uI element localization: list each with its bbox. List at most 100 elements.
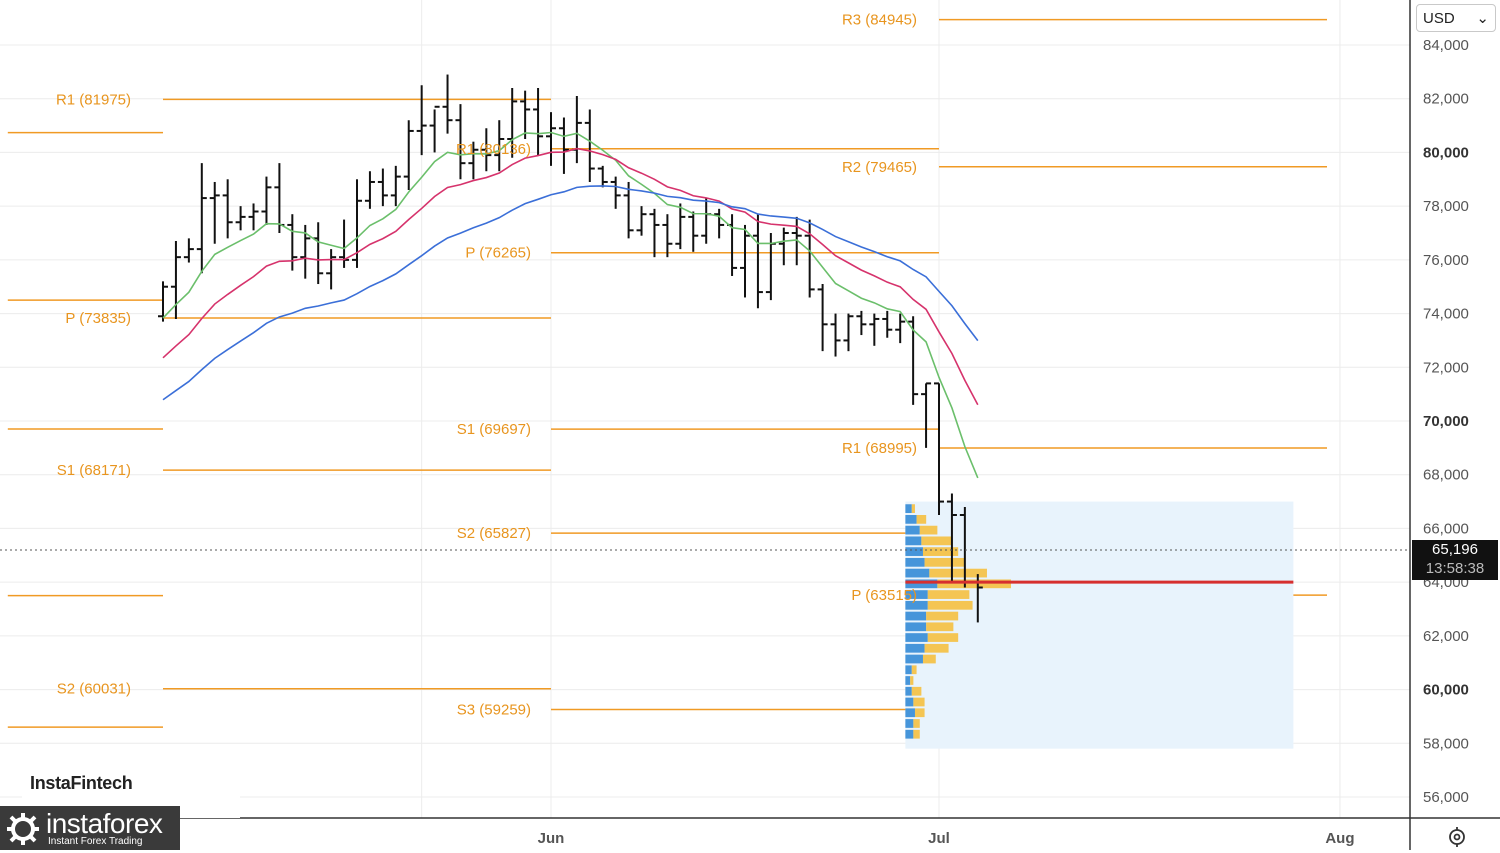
ohlc-bar [339,219,350,268]
pivot-label: P (63515) [851,587,917,604]
chevron-down-icon: ⌄ [1476,10,1489,27]
y-tick-label: 74,000 [1423,306,1469,323]
volume-bar-down [937,579,1011,589]
ohlc-bar [300,224,311,279]
instaforex-logo: instaforex Instant Forex Trading [0,806,180,850]
pivot-label: S3 (59259) [457,701,531,718]
volume-bar-up [905,697,914,707]
volume-bar-down [919,525,938,535]
volume-bar-up [905,729,914,739]
y-tick-label: 70,000 [1423,413,1469,430]
ohlc-bar [558,117,569,174]
y-tick-label: 84,000 [1423,37,1469,54]
pivot-label: P (76265) [465,245,531,262]
ohlc-bar [261,176,272,225]
instaforex-subtitle: Instant Forex Trading [48,836,143,847]
ohlc-bar [597,165,608,188]
pivot-label: R1 (81975) [56,91,131,108]
volume-bar-up [905,708,915,718]
ohlc-bar [326,249,337,290]
currency-select[interactable]: USD ⌄ [1416,4,1496,32]
volume-bar-up [905,611,927,621]
ohlc-bar [830,313,841,357]
pivot-label: R1 (68995) [842,440,917,457]
volume-bar-down [911,686,922,696]
moving-averages [162,131,979,479]
ohlc-bar [856,310,867,336]
y-tick-label: 80,000 [1423,144,1469,161]
volume-bar-down [924,643,949,653]
ohlc-bar [623,181,634,239]
ohlc-bar [196,163,207,274]
target-settings-icon[interactable] [1446,826,1468,848]
ema-mid-line [162,147,979,406]
instaforex-text: instaforex [46,808,163,839]
ohlc-bar [843,313,854,352]
ohlc-bar [468,141,479,180]
pivot-labels: R1 (81975) P (73835) S1 (68171) S2 (60031) R… [56,12,917,719]
current-price: 65,196 [1432,541,1478,558]
volume-bar-down [914,708,925,718]
ohlc-bar [274,163,285,233]
ohlc-bar [662,214,673,258]
volume-bar-up [905,547,923,556]
ohlc-bar [416,85,427,156]
ohlc-bar [390,165,401,207]
volume-bar-up [905,676,911,685]
y-tick-label: 66,000 [1423,520,1469,537]
volume-bar-up [905,557,925,567]
pivot-label: S2 (60031) [57,681,131,698]
candle-timer: 13:58:38 [1425,560,1485,577]
pivot-label: S2 (65827) [457,525,531,542]
ohlc-bar [170,241,181,319]
volume-bar-up [905,719,914,728]
y-tick-label: 58,000 [1423,735,1469,752]
x-tick-label: Jun [538,830,565,847]
ohlc-bar [688,211,699,252]
volume-bar-up [905,504,912,513]
volume-bar-down [911,504,915,513]
ohlc-bar [520,90,531,139]
pivot-label: R2 (79465) [842,159,917,176]
volume-bar-down [913,719,920,728]
ohlc-bar [442,74,453,134]
ohlc-bar [946,493,957,583]
volume-bar-up [905,568,930,578]
x-tick-label: Jul [928,830,950,847]
pivot-label: R1 (80136) [456,141,531,158]
volume-bar-up [905,654,923,664]
volume-bar-down [927,590,970,599]
volume-bar-down [927,633,959,642]
y-tick-label: 78,000 [1423,198,1469,215]
ohlc-bar [714,208,725,239]
ohlc-bar [804,219,815,298]
volume-bar-down [913,729,920,739]
ohlc-bar [571,96,582,164]
currency-value: USD [1423,9,1455,27]
pivot-label: S1 (68171) [57,462,131,479]
ohlc-bar [364,171,375,209]
y-tick-label: 76,000 [1423,252,1469,269]
ohlc-bar [183,238,194,263]
volume-bar-down [913,697,925,707]
pivot-lines [7,18,1327,728]
y-tick-label: 62,000 [1423,628,1469,645]
current-price-label: 65,196 13:58:38 [1412,540,1498,580]
ohlc-bar [740,224,750,298]
volume-bar-down [922,547,959,556]
volume-profile-area [905,501,1294,749]
ohlc-bar [675,203,686,250]
volume-bar-up [905,536,922,546]
volume-bar-down [921,536,952,546]
ohlc-bar [701,198,712,244]
ohlc-bar [636,206,647,236]
ohlc-bar [791,216,802,266]
ohlc-bar [869,313,880,346]
ohlc-bar [895,313,906,344]
ema-fast-line [162,131,979,479]
volume-bar-down [911,665,917,675]
pivot-label: S1 (69697) [457,421,531,438]
volume-bar-up [905,665,912,675]
ohlc-bar [235,206,246,231]
